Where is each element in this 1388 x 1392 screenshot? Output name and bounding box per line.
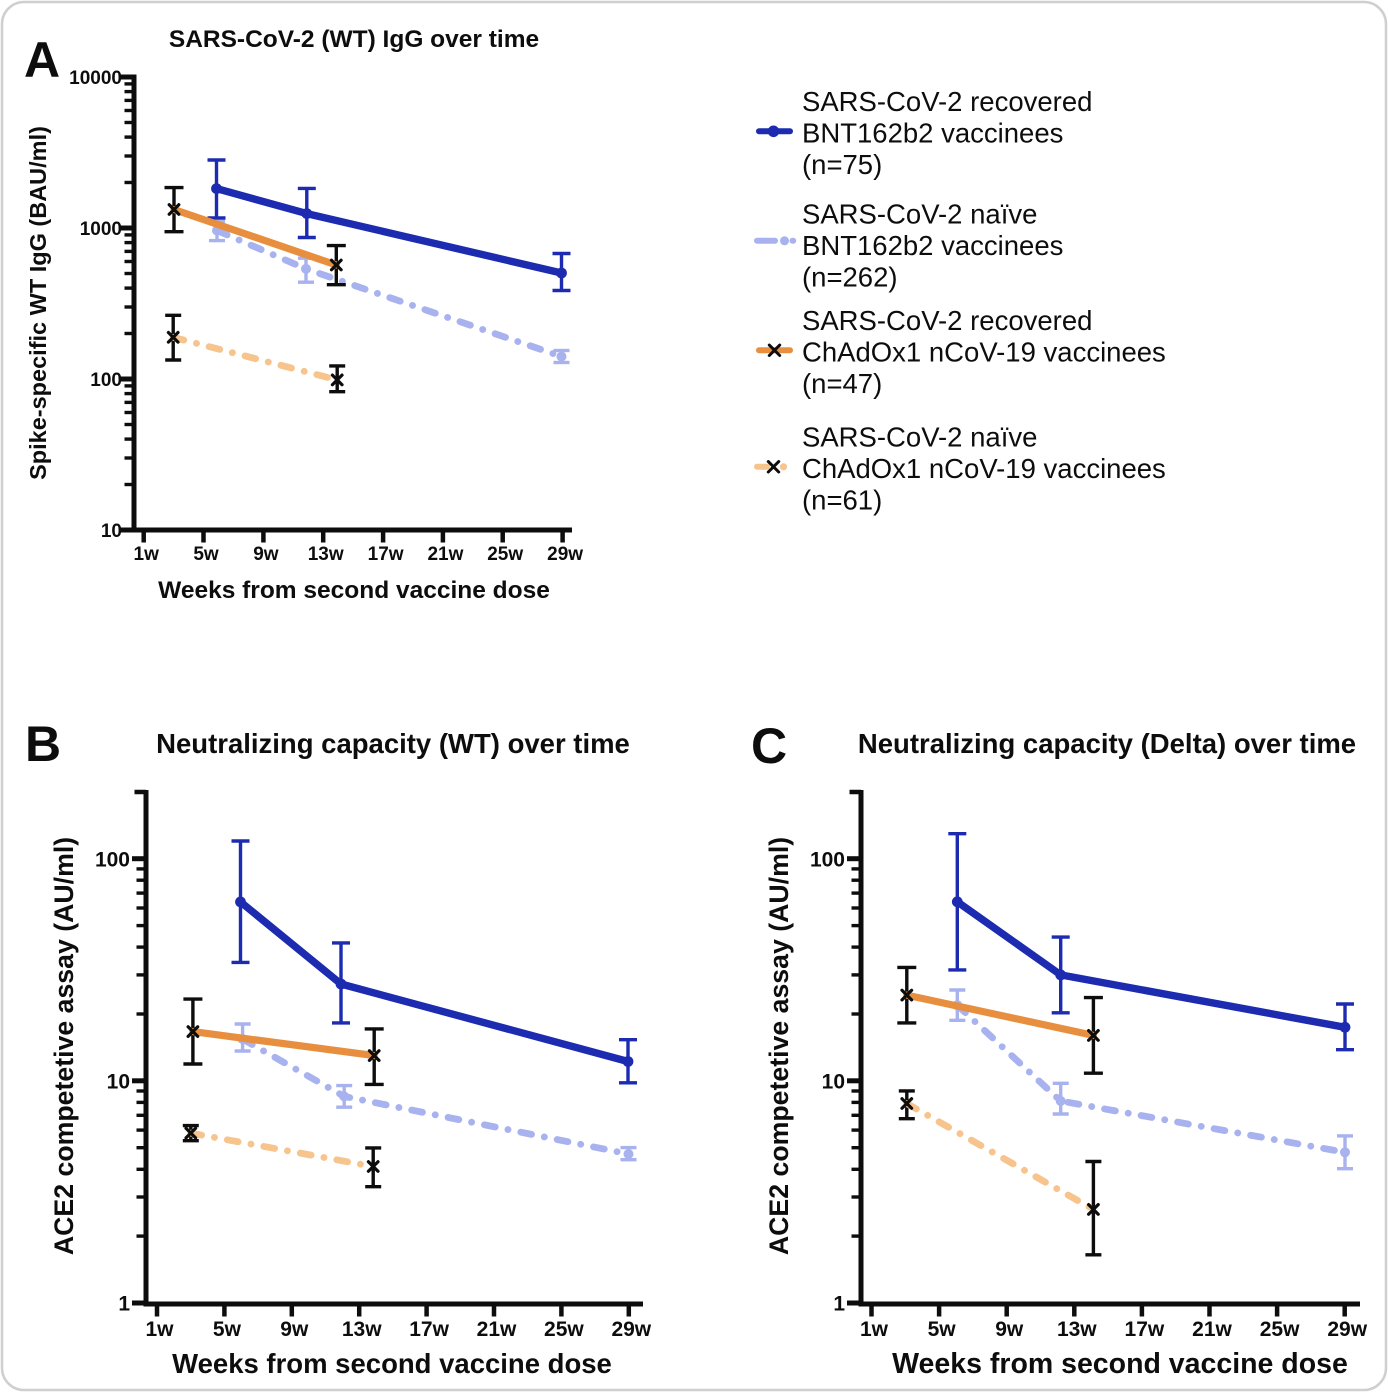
svg-text:Weeks from second vaccine dose: Weeks from second vaccine dose: [158, 577, 550, 604]
svg-text:BNT162b2 vaccinees: BNT162b2 vaccinees: [802, 230, 1063, 261]
svg-text:ACE2 competetive assay (AU/ml): ACE2 competetive assay (AU/ml): [764, 837, 794, 1255]
svg-text:1w: 1w: [860, 1318, 889, 1341]
svg-text:SARS-CoV-2 recovered: SARS-CoV-2 recovered: [802, 305, 1092, 336]
svg-text:25w: 25w: [1260, 1318, 1300, 1341]
svg-text:29w: 29w: [611, 1318, 651, 1341]
svg-text:SARS-CoV-2 naïve: SARS-CoV-2 naïve: [802, 421, 1037, 452]
svg-text:5w: 5w: [193, 544, 219, 565]
svg-text:Neutralizing capacity (Delta): Neutralizing capacity (Delta) over time: [858, 728, 1356, 759]
svg-text:ACE2 competetive assay (AU/ml): ACE2 competetive assay (AU/ml): [49, 837, 79, 1255]
svg-text:Neutralizing capacity (WT) ove: Neutralizing capacity (WT) over time: [156, 728, 630, 759]
svg-text:SARS-CoV-2 recovered: SARS-CoV-2 recovered: [802, 86, 1092, 117]
svg-text:25w: 25w: [544, 1318, 584, 1341]
svg-text:17w: 17w: [368, 544, 404, 565]
svg-text:SARS-CoV-2 naïve: SARS-CoV-2 naïve: [802, 198, 1037, 229]
svg-text:100: 100: [810, 848, 845, 871]
svg-text:(n=262): (n=262): [802, 261, 898, 292]
svg-text:Weeks from second vaccine dose: Weeks from second vaccine dose: [892, 1348, 1348, 1380]
svg-text:10: 10: [101, 521, 122, 542]
svg-text:9w: 9w: [280, 1318, 309, 1341]
svg-text:21w: 21w: [1192, 1318, 1232, 1341]
svg-text:10: 10: [822, 1070, 845, 1093]
svg-text:Weeks from second vaccine dose: Weeks from second vaccine dose: [172, 1348, 612, 1379]
svg-text:100: 100: [90, 370, 122, 391]
svg-text:1: 1: [833, 1293, 845, 1316]
svg-text:1: 1: [118, 1293, 130, 1316]
svg-text:13w: 13w: [308, 544, 344, 565]
svg-text:SARS-CoV-2 (WT) IgG over time: SARS-CoV-2 (WT) IgG over time: [169, 26, 539, 53]
svg-text:21w: 21w: [477, 1318, 517, 1341]
svg-text:100: 100: [95, 848, 130, 871]
svg-text:(n=61): (n=61): [802, 484, 882, 515]
svg-text:29w: 29w: [547, 544, 583, 565]
svg-text:C: C: [751, 718, 787, 774]
svg-text:5w: 5w: [213, 1318, 242, 1341]
svg-text:BNT162b2 vaccinees: BNT162b2 vaccinees: [802, 117, 1063, 148]
svg-text:ChAdOx1 nCoV-19 vaccinees: ChAdOx1 nCoV-19 vaccinees: [802, 453, 1166, 484]
svg-text:17w: 17w: [409, 1318, 449, 1341]
svg-text:29w: 29w: [1327, 1318, 1367, 1341]
svg-text:1w: 1w: [134, 544, 160, 565]
svg-text:A: A: [24, 32, 60, 88]
svg-text:9w: 9w: [253, 544, 279, 565]
svg-text:17w: 17w: [1125, 1318, 1165, 1341]
svg-text:B: B: [25, 716, 61, 772]
svg-text:10: 10: [107, 1070, 130, 1093]
svg-text:ChAdOx1 nCoV-19 vaccinees: ChAdOx1 nCoV-19 vaccinees: [802, 336, 1166, 367]
svg-text:21w: 21w: [427, 544, 463, 565]
svg-text:(n=47): (n=47): [802, 368, 882, 399]
svg-text:Spike-specific WT IgG (BAU/ml): Spike-specific WT IgG (BAU/ml): [25, 126, 51, 480]
svg-text:5w: 5w: [928, 1318, 957, 1341]
svg-text:25w: 25w: [487, 544, 523, 565]
svg-text:9w: 9w: [995, 1318, 1024, 1341]
svg-text:13w: 13w: [342, 1318, 382, 1341]
svg-text:10000: 10000: [69, 68, 122, 89]
svg-text:13w: 13w: [1057, 1318, 1097, 1341]
svg-text:(n=75): (n=75): [802, 149, 882, 180]
svg-text:1w: 1w: [145, 1318, 174, 1341]
svg-text:1000: 1000: [80, 219, 122, 240]
